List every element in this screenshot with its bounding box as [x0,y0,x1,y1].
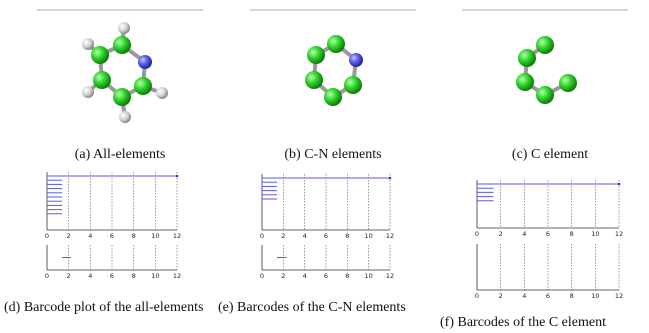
x-tick-label: 0 [260,232,264,240]
x-tick-label: 6 [110,272,114,280]
x-tick-label: 2 [499,230,503,238]
x-tick-label: 4 [303,272,307,280]
x-tick-label: 4 [88,272,92,280]
x-tick-label: 10 [591,230,599,238]
x-tick-label: 6 [546,230,550,238]
x-tick-label: 4 [88,232,92,240]
bar-end [389,177,392,180]
x-tick-label: 10 [151,272,159,280]
x-tick-label: 6 [110,232,114,240]
x-tick-label: 0 [260,272,264,280]
x-tick-label: 10 [151,232,159,240]
x-tick-label: 4 [522,230,526,238]
caption: (f) Barcodes of the C element [440,315,649,330]
figure: (a) All-elements (b) C-N elements (c) C … [0,0,649,333]
x-tick-label: 12 [615,292,623,300]
x-tick-label: 6 [324,232,328,240]
x-tick-label: 0 [475,292,479,300]
molecule-c [516,36,577,104]
x-tick-label: 8 [570,292,574,300]
x-tick-label: 8 [345,272,349,280]
x-tick-label: 4 [303,232,307,240]
caption: (d) Barcode plot of the all-elements [4,300,218,315]
x-tick-label: 12 [386,272,394,280]
x-tick-label: 8 [132,232,136,240]
x-tick-label: 12 [173,232,181,240]
caption: (a) All-elements [75,147,166,162]
x-tick-label: 6 [324,272,328,280]
x-tick-label: 2 [281,272,285,280]
x-tick-label: 8 [345,232,349,240]
x-tick-label: 12 [615,230,623,238]
molecule-cn [305,35,363,106]
x-tick-label: 0 [45,232,49,240]
x-tick-label: 8 [132,272,136,280]
molecule-all [82,22,168,123]
figure-canvas: (a) All-elements (b) C-N elements (c) C … [0,0,649,333]
x-tick-label: 8 [570,230,574,238]
x-tick-label: 10 [591,292,599,300]
x-tick-label: 2 [281,232,285,240]
bar-end [618,183,621,186]
bar-end [176,175,179,178]
caption: (e) Barcodes of the C-N elements [218,300,418,315]
x-tick-label: 4 [522,292,526,300]
caption: (b) C-N elements [284,147,381,162]
x-tick-label: 2 [67,232,71,240]
x-tick-label: 10 [365,272,373,280]
x-tick-label: 10 [365,232,373,240]
x-tick-label: 6 [546,292,550,300]
x-tick-label: 2 [499,292,503,300]
caption: (c) C element [512,147,588,162]
x-tick-label: 2 [67,272,71,280]
x-tick-label: 0 [475,230,479,238]
x-tick-label: 12 [386,232,394,240]
x-tick-label: 12 [173,272,181,280]
x-tick-label: 0 [45,272,49,280]
